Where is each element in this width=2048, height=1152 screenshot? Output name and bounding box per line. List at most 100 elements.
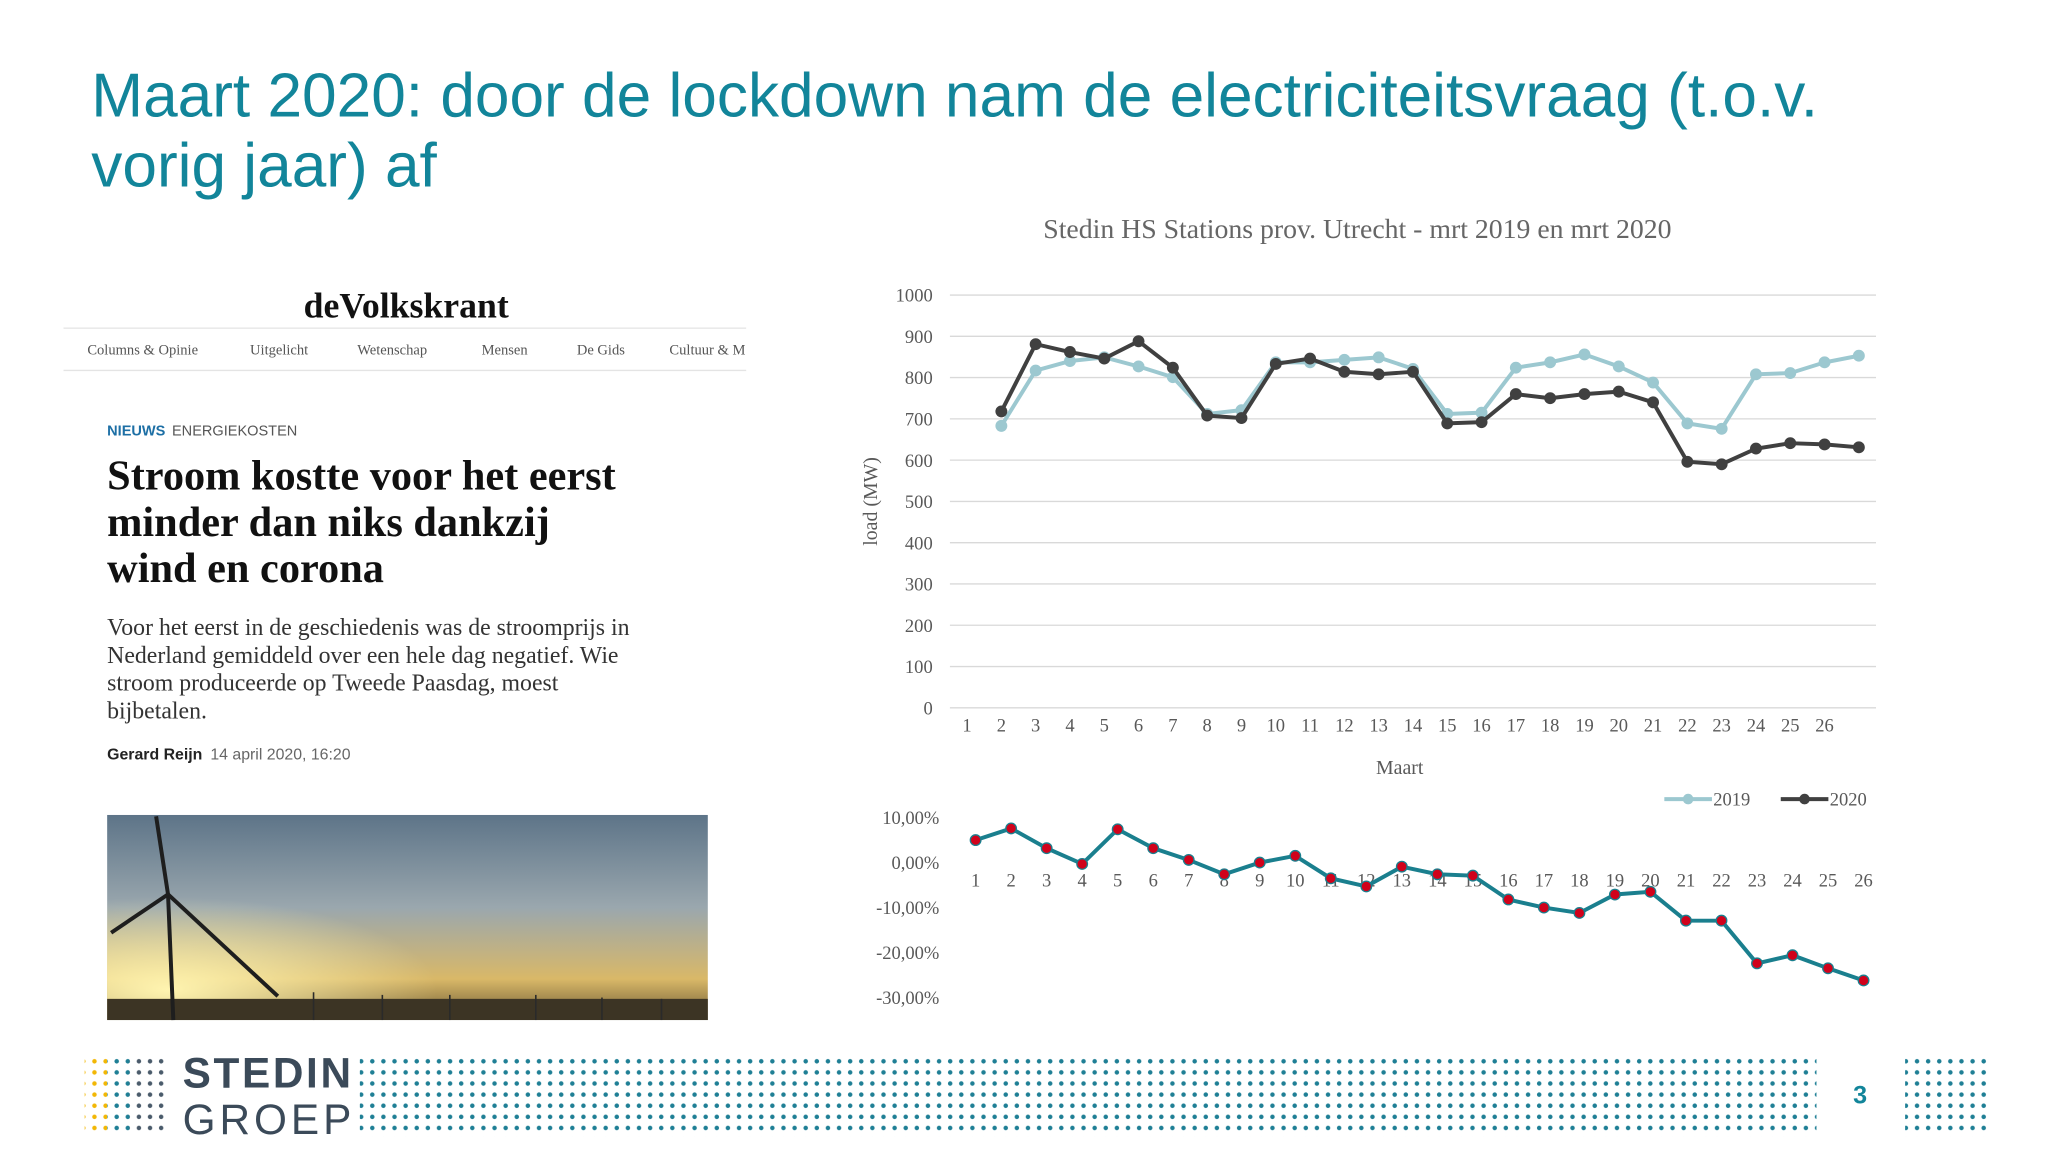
point: [1857, 974, 1870, 987]
point: [1395, 860, 1408, 873]
point: [1304, 352, 1317, 365]
y-tick-label: 400: [905, 533, 933, 554]
point: [1324, 872, 1337, 885]
y-tick-label: 600: [905, 451, 933, 472]
y-tick-label: 900: [905, 327, 933, 348]
point: [1132, 360, 1145, 373]
logo-dots: [84, 1054, 108, 1134]
nav-item: De Gids: [577, 343, 625, 359]
logo-dots: [129, 1054, 166, 1134]
author: Gerard Reijn: [107, 746, 202, 763]
point: [1338, 365, 1351, 378]
photo-sea: [107, 998, 708, 1021]
legend-label: 2020: [1830, 790, 1867, 811]
point: [1612, 360, 1625, 373]
x-tick-label: 22: [1678, 716, 1697, 737]
x-tick-label: 21: [1677, 870, 1696, 891]
x-tick-label: 23: [1712, 716, 1731, 737]
point: [1475, 416, 1488, 429]
point: [1681, 417, 1694, 430]
point: [1132, 335, 1145, 348]
nav-item: Cultuur & M: [669, 343, 745, 359]
x-tick-label: 17: [1507, 716, 1526, 737]
y-tick-label: -20,00%: [876, 943, 939, 964]
page-number: 3: [1853, 1081, 1867, 1109]
x-tick-label: 25: [1781, 716, 1800, 737]
point: [1466, 869, 1479, 882]
y-tick-label: 100: [905, 657, 933, 678]
point: [1064, 355, 1076, 368]
y-tick-label: 700: [905, 409, 933, 430]
point: [1680, 914, 1692, 927]
x-tick-label: 11: [1301, 716, 1319, 737]
x-tick-label: 7: [1168, 716, 1177, 737]
legend-swatch: [1799, 793, 1810, 805]
point: [1509, 388, 1522, 401]
legend-label: 2019: [1713, 790, 1750, 811]
topic: ENERGIEKOSTEN: [172, 423, 297, 439]
point: [1715, 458, 1728, 471]
headline: minder dan niks dankzij: [107, 499, 550, 546]
point: [1147, 842, 1160, 855]
x-tick-label: 15: [1438, 716, 1457, 737]
turbines-far: [312, 992, 663, 1021]
point: [1750, 368, 1762, 381]
x-tick-label: 13: [1393, 870, 1412, 891]
x-tick-label: 26: [1854, 870, 1873, 891]
point: [1544, 356, 1557, 369]
point: [1289, 849, 1302, 862]
x-tick-label: 20: [1641, 870, 1660, 891]
point: [995, 405, 1008, 418]
point: [1441, 417, 1454, 430]
point: [1269, 358, 1282, 370]
point: [995, 419, 1008, 432]
point: [1818, 438, 1831, 451]
x-tick-label: 13: [1369, 716, 1388, 737]
point: [1612, 385, 1625, 398]
slide-title: vorig jaar) af: [91, 132, 437, 201]
lead: stroom produceerde op Tweede Paasdag, mo…: [107, 671, 559, 697]
lead: bijbetalen.: [107, 698, 207, 724]
x-tick-label: 18: [1541, 716, 1560, 737]
date: 14 april 2020, 16:20: [210, 746, 350, 763]
dot-band: [1905, 1054, 1992, 1137]
nav-item: Uitgelicht: [250, 343, 308, 359]
x-tick-label: 18: [1570, 870, 1589, 891]
point: [1647, 376, 1660, 389]
x-tick-label: 10: [1267, 716, 1286, 737]
lead: Nederland gemiddeld over een hele dag ne…: [107, 643, 618, 669]
x-tick-label: 1: [962, 716, 971, 737]
logo-dots: [107, 1054, 130, 1134]
point: [1338, 353, 1351, 366]
x-tick-label: 7: [1184, 870, 1193, 891]
point: [1784, 367, 1797, 379]
y-tick-label: 300: [905, 575, 933, 596]
point: [1750, 442, 1762, 455]
x-tick-label: 9: [1255, 870, 1264, 891]
nav: Columns & Opinie Uitgelicht Wetenschap Mens…: [87, 343, 745, 359]
x-tick-label: 2: [1006, 870, 1015, 891]
point: [1040, 842, 1053, 855]
point: [1822, 962, 1834, 975]
photo-sun: [107, 814, 708, 1021]
point: [1372, 368, 1385, 381]
point: [1784, 437, 1797, 450]
x-tick-label: 3: [1031, 716, 1040, 737]
point: [1218, 868, 1231, 881]
point: [1537, 901, 1550, 914]
x-tick-label: 8: [1220, 870, 1229, 891]
y-tick-label: 0,00%: [892, 853, 940, 874]
point: [1715, 914, 1728, 927]
x-tick-label: 24: [1747, 716, 1766, 737]
x-tick-label: 8: [1203, 716, 1212, 737]
point: [1005, 822, 1018, 835]
point: [1715, 422, 1728, 435]
point: [1647, 396, 1660, 409]
x-tick-label: 20: [1610, 716, 1629, 737]
point: [1235, 412, 1248, 424]
x-tick-label: 23: [1748, 870, 1767, 891]
point: [1064, 346, 1076, 358]
point: [1818, 356, 1831, 369]
point: [1608, 888, 1621, 901]
